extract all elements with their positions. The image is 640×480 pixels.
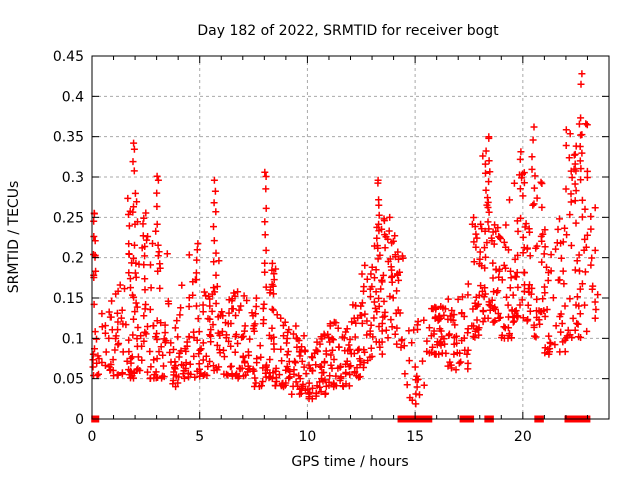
y-tick-label: 0.35 — [53, 130, 84, 146]
y-tick-label: 0.05 — [53, 372, 84, 388]
chart-title: Day 182 of 2022, SRMTID for receiver bog… — [197, 23, 499, 39]
y-tick-label: 0.15 — [53, 291, 84, 307]
plot-border-and-ticks — [91, 55, 610, 420]
srmtid-data-markers — [89, 70, 602, 408]
y-axis-label: SRMTID / TECUs — [6, 181, 22, 294]
x-tick-label: 15 — [406, 429, 424, 445]
x-tick-label: 5 — [195, 429, 204, 445]
scatter-points — [89, 70, 602, 408]
tick-labels: 0 5 10 15 20 0 0.05 0.1 0.15 0.2 0.25 0.3 0.35 0.4 0.4… — [53, 49, 532, 445]
y-tick-label: 0.1 — [62, 331, 84, 347]
x-tick-label: 20 — [514, 429, 532, 445]
y-tick-label: 0.45 — [53, 49, 84, 65]
x-tick-label: 10 — [299, 429, 317, 445]
y-tick-label: 0.2 — [62, 251, 84, 267]
y-tick-label: 0.4 — [62, 89, 84, 105]
x-tick-label: 0 — [88, 429, 97, 445]
x-axis-label: GPS time / hours — [291, 454, 408, 470]
y-tick-label: 0.25 — [53, 210, 84, 226]
y-tick-label: 0 — [75, 412, 84, 428]
y-tick-label: 0.3 — [62, 170, 84, 186]
